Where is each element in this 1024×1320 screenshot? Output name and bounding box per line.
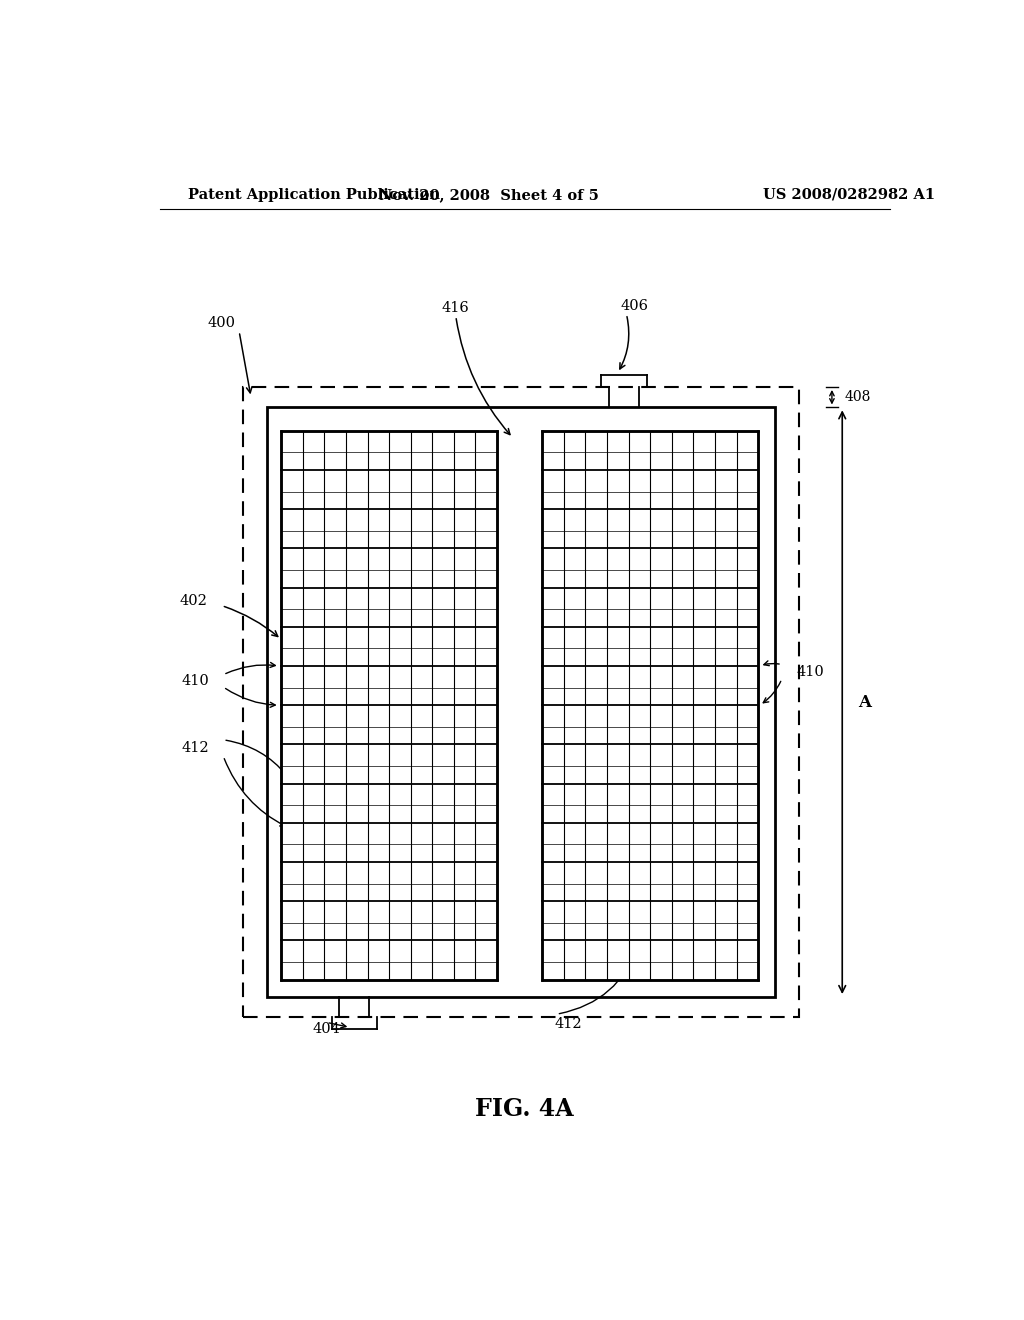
Text: 402: 402 bbox=[179, 594, 207, 607]
Text: 404: 404 bbox=[312, 1023, 340, 1036]
Text: A: A bbox=[858, 694, 871, 710]
Text: Patent Application Publication: Patent Application Publication bbox=[187, 187, 439, 202]
Text: 410: 410 bbox=[181, 673, 209, 688]
Text: 412: 412 bbox=[181, 741, 209, 755]
Text: 408: 408 bbox=[845, 391, 871, 404]
Text: 412: 412 bbox=[555, 1018, 583, 1031]
Bar bbox=[282, 430, 497, 979]
Text: 406: 406 bbox=[621, 298, 648, 313]
Text: US 2008/0282982 A1: US 2008/0282982 A1 bbox=[763, 187, 935, 202]
Bar bbox=[543, 430, 758, 979]
Text: 410: 410 bbox=[797, 665, 824, 678]
Bar bbox=[243, 387, 799, 1018]
Text: 400: 400 bbox=[208, 315, 236, 330]
Text: FIG. 4A: FIG. 4A bbox=[475, 1097, 574, 1121]
Bar bbox=[267, 408, 775, 997]
Text: Nov. 20, 2008  Sheet 4 of 5: Nov. 20, 2008 Sheet 4 of 5 bbox=[379, 187, 599, 202]
Text: 416: 416 bbox=[442, 301, 470, 314]
